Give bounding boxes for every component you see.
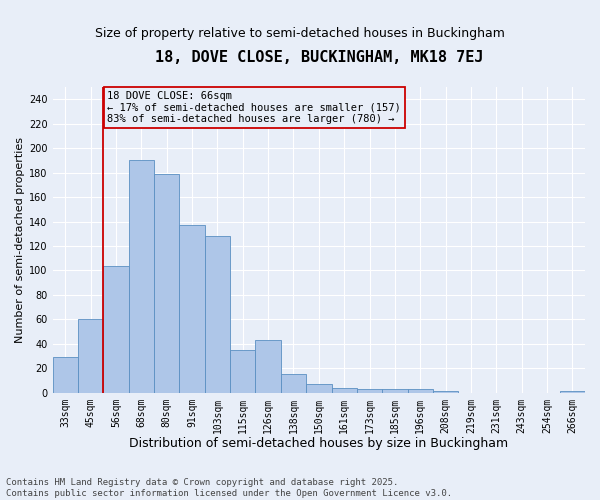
Bar xyxy=(78,320,103,392)
Text: 18 DOVE CLOSE: 66sqm
← 17% of semi-detached houses are smaller (157)
83% of semi: 18 DOVE CLOSE: 66sqm ← 17% of semi-detac… xyxy=(107,90,401,124)
Bar xyxy=(306,384,332,392)
Bar xyxy=(205,236,230,392)
Bar xyxy=(154,174,179,392)
Bar xyxy=(53,358,78,392)
Bar xyxy=(103,266,129,392)
X-axis label: Distribution of semi-detached houses by size in Buckingham: Distribution of semi-detached houses by … xyxy=(129,437,508,450)
Bar xyxy=(382,389,407,392)
Bar xyxy=(230,350,256,393)
Bar xyxy=(332,388,357,392)
Bar xyxy=(256,340,281,392)
Title: 18, DOVE CLOSE, BUCKINGHAM, MK18 7EJ: 18, DOVE CLOSE, BUCKINGHAM, MK18 7EJ xyxy=(155,50,483,65)
Y-axis label: Number of semi-detached properties: Number of semi-detached properties xyxy=(15,137,25,343)
Text: Size of property relative to semi-detached houses in Buckingham: Size of property relative to semi-detach… xyxy=(95,28,505,40)
Bar xyxy=(281,374,306,392)
Bar xyxy=(357,389,382,392)
Bar xyxy=(407,389,433,392)
Bar xyxy=(129,160,154,392)
Text: Contains HM Land Registry data © Crown copyright and database right 2025.
Contai: Contains HM Land Registry data © Crown c… xyxy=(6,478,452,498)
Bar xyxy=(179,225,205,392)
